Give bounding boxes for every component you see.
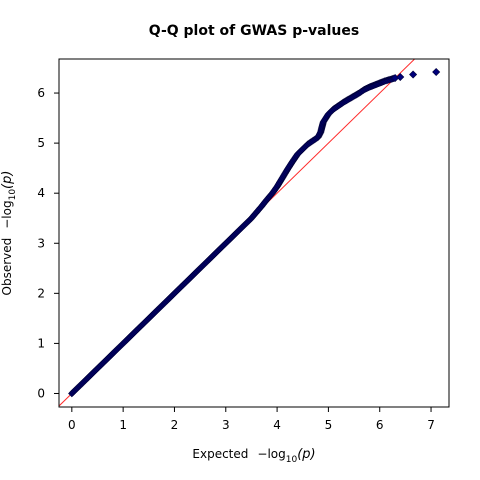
x-tick-label: 0 bbox=[68, 418, 76, 432]
chart-title: Q-Q plot of GWAS p-values bbox=[149, 23, 359, 39]
x-axis-label: Expected −log10(p) bbox=[192, 447, 315, 465]
x-axis-label-prefix: Expected bbox=[192, 447, 248, 461]
y-axis-ticks: 0 1 2 3 4 5 6 bbox=[37, 86, 59, 400]
x-tick-label: 7 bbox=[427, 418, 435, 432]
data-points bbox=[68, 67, 441, 398]
x-tick-label: 4 bbox=[273, 418, 281, 432]
x-axis-label-log: −log bbox=[257, 447, 285, 461]
x-tick-label: 1 bbox=[119, 418, 127, 432]
x-tick-label: 3 bbox=[222, 418, 230, 432]
x-axis-ticks: 0 1 2 3 4 5 6 7 bbox=[68, 407, 435, 432]
data-point bbox=[409, 70, 418, 79]
plot-frame bbox=[58, 58, 450, 408]
y-axis-label-log: −log bbox=[0, 200, 14, 228]
y-tick-label: 4 bbox=[37, 186, 45, 200]
y-tick-label: 3 bbox=[37, 236, 45, 250]
x-axis-label-var: (p) bbox=[297, 447, 315, 462]
data-point bbox=[432, 67, 441, 77]
x-tick-label: 6 bbox=[376, 418, 384, 432]
y-axis-label-prefix: Observed bbox=[0, 238, 14, 296]
data-point bbox=[396, 73, 405, 82]
y-axis-label-sub: 10 bbox=[8, 189, 18, 201]
y-axis-label: Observed −log10(p) bbox=[0, 171, 18, 296]
plot-area bbox=[59, 59, 441, 407]
x-tick-label: 5 bbox=[325, 418, 333, 432]
y-tick-label: 5 bbox=[37, 136, 45, 150]
y-tick-label: 0 bbox=[37, 386, 45, 400]
y-tick-label: 2 bbox=[37, 286, 45, 300]
y-axis-label-var: (p) bbox=[0, 171, 15, 189]
y-tick-label: 1 bbox=[37, 336, 45, 350]
y-tick-label: 6 bbox=[37, 86, 45, 100]
x-axis-label-sub: 10 bbox=[286, 455, 298, 465]
x-tick-label: 2 bbox=[171, 418, 179, 432]
